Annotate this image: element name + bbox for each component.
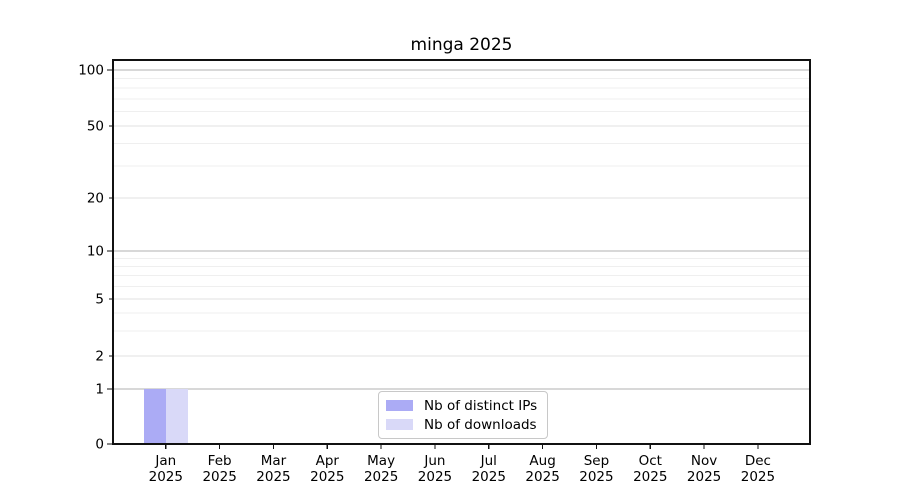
y-tick-label: 5 xyxy=(95,292,104,308)
plot-border xyxy=(112,59,811,445)
x-tick-label-month: Jul xyxy=(480,453,497,469)
legend-label-distinct-ips: Nb of distinct IPs xyxy=(424,397,538,414)
x-tick-label-year: 2025 xyxy=(687,469,721,485)
y-tick-label: 50 xyxy=(87,119,104,135)
x-tick-label-year: 2025 xyxy=(202,469,236,485)
bar-distinct-ips xyxy=(143,389,166,444)
x-tick-label-month: Apr xyxy=(316,453,340,469)
legend-swatch-distinct-ips xyxy=(386,400,413,411)
y-tick-label: 2 xyxy=(95,349,104,365)
x-tick-label-month: May xyxy=(367,453,395,469)
y-tick-label: 0 xyxy=(95,437,104,453)
x-tick-label-year: 2025 xyxy=(472,469,506,485)
x-tick-label-month: Jun xyxy=(423,453,445,469)
x-tick-label-year: 2025 xyxy=(364,469,398,485)
x-tick-label-year: 2025 xyxy=(579,469,613,485)
chart-title: minga 2025 xyxy=(410,35,513,55)
y-tick-label: 10 xyxy=(87,244,104,260)
y-tick-label: 1 xyxy=(95,382,104,398)
x-tick-label-year: 2025 xyxy=(310,469,344,485)
legend-swatch-downloads xyxy=(386,419,413,430)
x-tick-label-month: Sep xyxy=(584,453,609,469)
x-tick-label-month: Dec xyxy=(745,453,771,469)
x-tick-label-month: Nov xyxy=(691,453,717,469)
x-tick-label-year: 2025 xyxy=(633,469,667,485)
x-tick-label-month: Mar xyxy=(261,453,287,469)
legend-item-distinct-ips: Nb of distinct IPs xyxy=(386,397,547,414)
x-tick-label-year: 2025 xyxy=(525,469,559,485)
legend: Nb of distinct IPs Nb of downloads xyxy=(378,391,548,439)
x-tick-label-year: 2025 xyxy=(741,469,775,485)
y-tick-label: 20 xyxy=(87,191,104,207)
legend-item-downloads: Nb of downloads xyxy=(386,416,547,433)
x-tick-label-year: 2025 xyxy=(256,469,290,485)
x-tick-label-year: 2025 xyxy=(418,469,452,485)
x-tick-label-month: Oct xyxy=(639,453,662,469)
x-tick-label-month: Feb xyxy=(208,453,232,469)
legend-label-downloads: Nb of downloads xyxy=(424,416,537,433)
x-tick-label-year: 2025 xyxy=(149,469,183,485)
x-tick-label-month: Jan xyxy=(154,453,176,469)
x-tick-label-month: Aug xyxy=(529,453,555,469)
bar-downloads xyxy=(165,389,188,444)
y-tick-label: 100 xyxy=(78,63,104,79)
